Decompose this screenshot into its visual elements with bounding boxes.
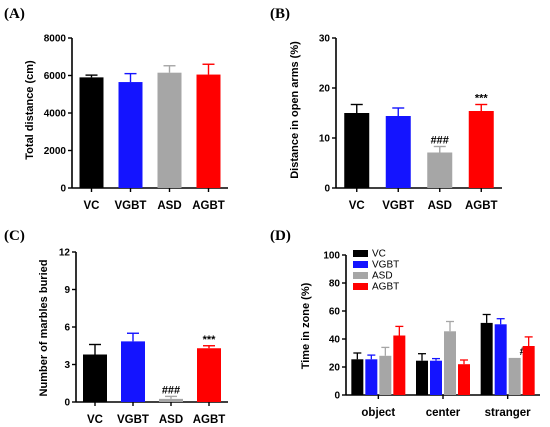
panel-a-letter: (A) — [4, 6, 25, 22]
panel-b-letter: (B) — [270, 6, 290, 22]
panel-a-category-label: AGBT — [192, 200, 225, 212]
panel-a-bar-agbt — [196, 74, 221, 188]
panel-d-category-label: stranger — [485, 407, 532, 419]
panel-a-y-tick-label: 8000 — [44, 34, 67, 45]
panel-d-bar-object-vgbt — [365, 359, 378, 395]
panel-a-category-label: VC — [84, 200, 100, 212]
panel-d-legend-swatch-vc — [353, 250, 368, 257]
panel-b-y-tick-label: 10 — [319, 134, 331, 145]
panel-a-bar-asd — [157, 72, 182, 188]
panel-d-legend-label-agbt: AGBT — [372, 282, 399, 293]
panel-d-legend-label-asd: ASD — [372, 271, 393, 282]
panel-c-significance-mark: *** — [203, 334, 217, 346]
panel-d-bar-object-asd — [379, 355, 392, 395]
panel-b-bar-asd — [427, 152, 453, 188]
panel-d-legend-label-vgbt: VGBT — [372, 260, 399, 271]
panel-c-category-label: ASD — [159, 414, 183, 426]
panel-c-category-label: AGBT — [193, 414, 226, 426]
panel-d: (D) Time in zone (%) 0 20 40 60 80 100 object c… — [270, 228, 540, 419]
panel-c: (C) Number of marbles buried 0 3 6 9 12 VC VGB… — [4, 228, 228, 426]
panel-d-y-tick-label: 100 — [323, 251, 340, 262]
panel-b-bar-agbt — [468, 111, 494, 188]
panel-b-y-tick-label: 20 — [319, 84, 331, 95]
panel-d-y-tick-label: 60 — [329, 307, 341, 318]
panel-a-y-tick-label: 6000 — [44, 71, 67, 82]
panel-c-significance-mark: ### — [162, 384, 180, 396]
panel-d-bar-stranger-agbt — [522, 346, 535, 395]
panel-d-y-tick-label: 0 — [334, 391, 340, 402]
panel-d-y-tick-label: 20 — [329, 363, 341, 374]
panel-d-bar-center-vc — [416, 360, 428, 395]
panel-d-bar-center-vgbt — [430, 360, 442, 395]
panel-d-bar-stranger-vc — [480, 322, 493, 395]
panel-d-category-label: center — [426, 407, 461, 419]
panel-d-bar-center-agbt — [458, 364, 470, 395]
panel-d-y-tick-label: 40 — [329, 335, 341, 346]
panel-b-bar-vc — [344, 113, 370, 188]
panel-d-bar-object-agbt — [393, 335, 406, 395]
panel-d-bar-object-vc — [351, 359, 364, 395]
panel-b-bar-vgbt — [385, 116, 411, 188]
panel-c-y-tick-label: 6 — [64, 323, 70, 334]
panel-b-y-tick-label: 30 — [319, 34, 331, 45]
panel-a-category-label: VGBT — [115, 200, 147, 212]
panel-d-y-label: Time in zone (%) — [300, 282, 312, 369]
panel-c-bar-vc — [83, 354, 107, 402]
panel-c-y-tick-label: 9 — [64, 285, 70, 296]
panel-d-legend-swatch-asd — [353, 272, 368, 279]
panel-b-significance-mark: *** — [475, 93, 489, 105]
panel-c-y-tick-label: 0 — [64, 398, 70, 409]
panel-b: (B) Distance in open arms (%) 0 10 20 30 VC V… — [270, 6, 502, 212]
panel-a-category-label: ASD — [157, 200, 181, 212]
panel-d-category-label: object — [361, 407, 395, 419]
panel-d-legend-label-vc: VC — [372, 249, 386, 260]
panel-c-category-label: VGBT — [117, 414, 149, 426]
panel-a-bar-vgbt — [118, 82, 143, 188]
panel-b-category-label: AGBT — [465, 200, 498, 212]
panel-c-category-label: VC — [87, 414, 103, 426]
panel-c-bar-asd — [159, 398, 183, 402]
panel-d-letter: (D) — [270, 228, 291, 244]
panel-a: (A) Total distance (cm) 0 2000 4000 6000 800… — [4, 6, 228, 212]
panel-d-bar-stranger-asd — [508, 357, 521, 395]
panel-d-legend-swatch-agbt — [353, 283, 368, 290]
panel-b-significance-mark: ### — [431, 135, 449, 147]
panel-c-bar-agbt — [197, 348, 221, 402]
panel-c-y-tick-label: 12 — [59, 248, 71, 259]
panel-d-bar-center-asd — [444, 331, 456, 395]
panel-c-y-tick-label: 3 — [64, 360, 70, 371]
panel-a-y-tick-label: 0 — [60, 184, 66, 195]
panel-b-category-label: VGBT — [382, 200, 414, 212]
panel-b-y-label: Distance in open arms (%) — [289, 41, 301, 179]
panel-a-bar-vc — [79, 77, 104, 188]
panel-b-category-label: ASD — [428, 200, 452, 212]
panel-d-legend-swatch-vgbt — [353, 261, 368, 268]
panel-c-bar-vgbt — [121, 341, 145, 402]
panel-b-y-tick-label: 0 — [324, 184, 330, 195]
panel-d-bar-stranger-vgbt — [494, 324, 507, 395]
panel-d-y-tick-label: 80 — [329, 279, 341, 290]
panel-a-y-tick-label: 4000 — [44, 109, 67, 120]
panel-c-letter: (C) — [4, 228, 25, 244]
panel-a-y-tick-label: 2000 — [44, 146, 67, 157]
panel-c-y-label: Number of marbles buried — [38, 260, 50, 397]
panel-a-y-label: Total distance (cm) — [24, 60, 36, 160]
panel-b-category-label: VC — [349, 200, 365, 212]
